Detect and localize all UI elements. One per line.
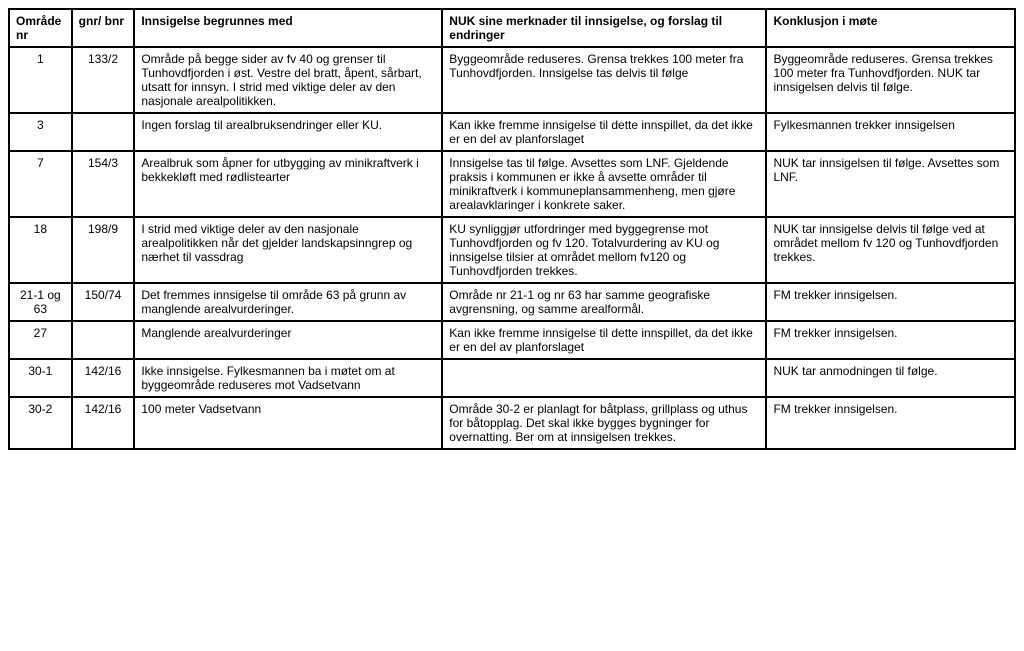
col-header-nuk: NUK sine merknader til innsigelse, og fo… — [442, 9, 766, 47]
cell-nuk — [442, 359, 766, 397]
col-header-line1: Område — [16, 14, 65, 28]
table-row: 21-1 og 63 150/74 Det fremmes innsigelse… — [9, 283, 1015, 321]
col-header-konklusjon: Konklusjon i møte — [766, 9, 1015, 47]
cell-gnr: 198/9 — [72, 217, 135, 283]
col-header-innsigelse: Innsigelse begrunnes med — [134, 9, 442, 47]
cell-gnr — [72, 321, 135, 359]
objections-table: Område nr gnr/ bnr Innsigelse begrunnes … — [8, 8, 1016, 450]
cell-nuk: Innsigelse tas til følge. Avsettes som L… — [442, 151, 766, 217]
table-row: 30-1 142/16 Ikke innsigelse. Fylkesmanne… — [9, 359, 1015, 397]
cell-nuk: Byggeområde reduseres. Grensa trekkes 10… — [442, 47, 766, 113]
table-row: 1 133/2 Område på begge sider av fv 40 o… — [9, 47, 1015, 113]
cell-gnr: 133/2 — [72, 47, 135, 113]
cell-konklusjon: Byggeområde reduseres. Grensa trekkes 10… — [766, 47, 1015, 113]
cell-omrade: 1 — [9, 47, 72, 113]
table-row: 3 Ingen forslag til arealbruksendringer … — [9, 113, 1015, 151]
cell-konklusjon: FM trekker innsigelsen. — [766, 397, 1015, 449]
table-row: 18 198/9 I strid med viktige deler av de… — [9, 217, 1015, 283]
cell-gnr — [72, 113, 135, 151]
cell-innsigelse: I strid med viktige deler av den nasjona… — [134, 217, 442, 283]
cell-innsigelse: Ingen forslag til arealbruksendringer el… — [134, 113, 442, 151]
cell-konklusjon: Fylkesmannen trekker innsigelsen — [766, 113, 1015, 151]
col-header-line1: Konklusjon i møte — [773, 14, 1008, 28]
col-header-omrade: Område nr — [9, 9, 72, 47]
cell-innsigelse: Arealbruk som åpner for utbygging av min… — [134, 151, 442, 217]
cell-omrade: 3 — [9, 113, 72, 151]
cell-konklusjon: FM trekker innsigelsen. — [766, 283, 1015, 321]
cell-gnr: 142/16 — [72, 359, 135, 397]
table-body: 1 133/2 Område på begge sider av fv 40 o… — [9, 47, 1015, 449]
table-header-row: Område nr gnr/ bnr Innsigelse begrunnes … — [9, 9, 1015, 47]
cell-omrade: 27 — [9, 321, 72, 359]
cell-gnr: 154/3 — [72, 151, 135, 217]
col-header-line1: NUK sine merknader til innsigelse, og fo… — [449, 14, 759, 28]
cell-nuk: Område nr 21-1 og nr 63 har samme geogra… — [442, 283, 766, 321]
cell-omrade: 18 — [9, 217, 72, 283]
cell-konklusjon: NUK tar innsigelse delvis til følge ved … — [766, 217, 1015, 283]
cell-innsigelse: Det fremmes innsigelse til område 63 på … — [134, 283, 442, 321]
cell-innsigelse: Ikke innsigelse. Fylkesmannen ba i møtet… — [134, 359, 442, 397]
cell-nuk: Kan ikke fremme innsigelse til dette inn… — [442, 321, 766, 359]
cell-gnr: 142/16 — [72, 397, 135, 449]
cell-omrade: 7 — [9, 151, 72, 217]
cell-nuk: Kan ikke fremme innsigelse til dette inn… — [442, 113, 766, 151]
cell-konklusjon: NUK tar innsigelsen til følge. Avsettes … — [766, 151, 1015, 217]
cell-konklusjon: NUK tar anmodningen til følge. — [766, 359, 1015, 397]
cell-innsigelse: 100 meter Vadsetvann — [134, 397, 442, 449]
cell-omrade: 30-2 — [9, 397, 72, 449]
cell-innsigelse: Område på begge sider av fv 40 og grense… — [134, 47, 442, 113]
cell-nuk: KU synliggjør utfordringer med byggegren… — [442, 217, 766, 283]
col-header-line2: endringer — [449, 28, 759, 42]
col-header-line1: gnr/ bnr — [79, 14, 128, 28]
col-header-line1: Innsigelse begrunnes med — [141, 14, 435, 28]
cell-innsigelse: Manglende arealvurderinger — [134, 321, 442, 359]
table-row: 7 154/3 Arealbruk som åpner for utbyggin… — [9, 151, 1015, 217]
cell-konklusjon: FM trekker innsigelsen. — [766, 321, 1015, 359]
cell-omrade: 30-1 — [9, 359, 72, 397]
table-row: 27 Manglende arealvurderinger Kan ikke f… — [9, 321, 1015, 359]
col-header-line2: nr — [16, 28, 65, 42]
cell-nuk: Område 30-2 er planlagt for båtplass, gr… — [442, 397, 766, 449]
table-row: 30-2 142/16 100 meter Vadsetvann Område … — [9, 397, 1015, 449]
col-header-gnr: gnr/ bnr — [72, 9, 135, 47]
cell-gnr: 150/74 — [72, 283, 135, 321]
cell-omrade: 21-1 og 63 — [9, 283, 72, 321]
